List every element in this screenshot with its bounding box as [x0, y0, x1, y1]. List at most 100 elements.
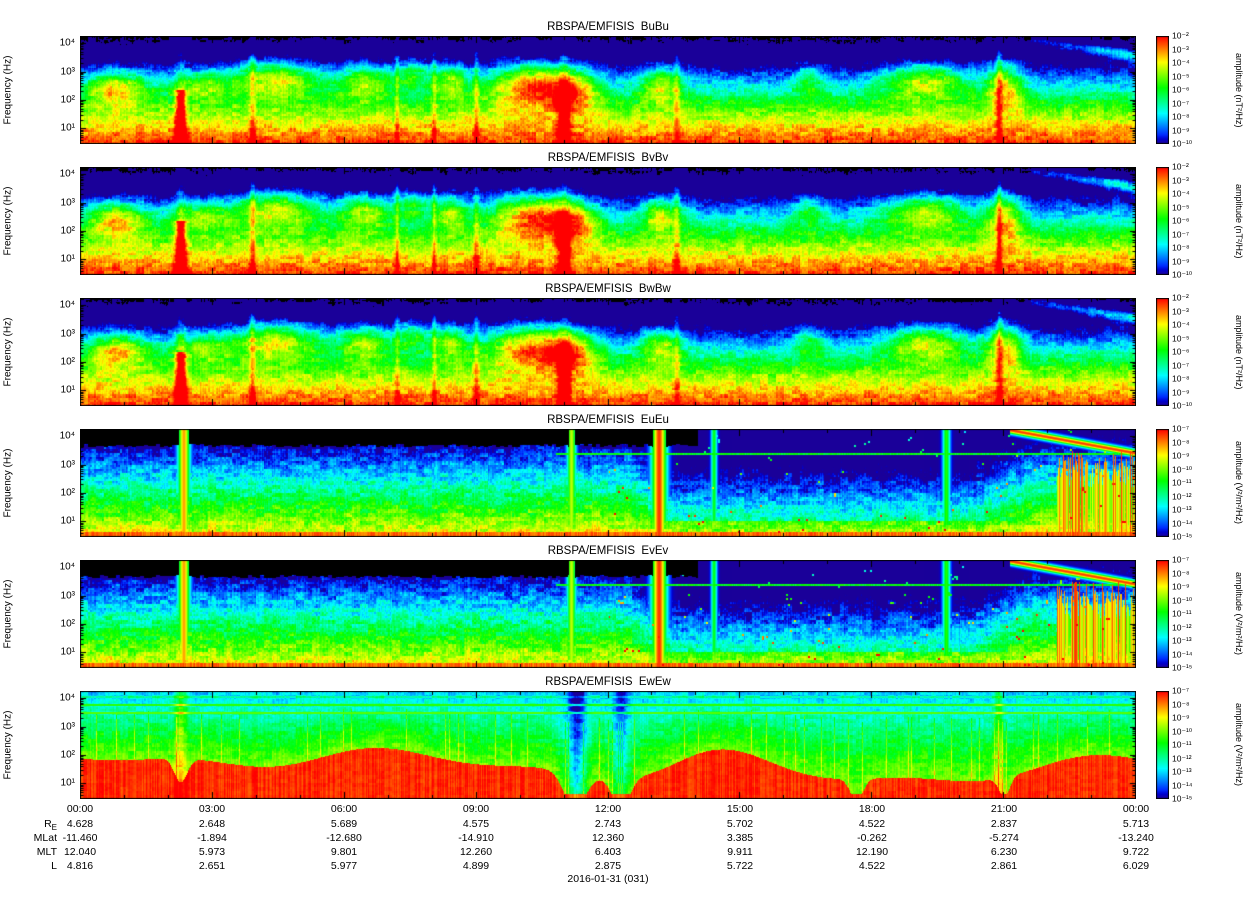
ephemeris-value: 5.702	[726, 818, 754, 830]
time-tick-label: 03:00	[198, 803, 226, 815]
colorbar-tick-label: 10⁻¹²	[1172, 753, 1192, 763]
colorbar-tick-label: 10⁻⁴	[1172, 57, 1190, 68]
colorbar-tick-labels: 10⁻⁷ 10⁻⁸ 10⁻⁹ 10⁻¹⁰ 10⁻¹¹ 10⁻¹² 10⁻¹³ 10⁻¹⁴ 10⁻…	[1171, 424, 1217, 542]
time-tick-label: 21:00	[990, 803, 1018, 815]
y-tick-label: 10²	[60, 94, 75, 106]
ephemeris-value: 2.875	[594, 860, 622, 872]
colorbar-tick-label: 10⁻⁶	[1172, 215, 1190, 226]
ephemeris-value: 5.713	[1122, 818, 1150, 830]
date-label: 2016-01-31 (031)	[567, 873, 649, 885]
ephemeris-value: 4.816	[66, 860, 94, 872]
time-axis: 00:00 03:00 06:00 09:00 12:00 15:00 18:00 21:00…	[67, 803, 1149, 816]
colorbar-tick-label: 10⁻⁷	[1172, 423, 1190, 434]
colorbar-tick-label: 10⁻¹⁰	[1172, 464, 1193, 474]
colorbar-gradient	[1156, 167, 1169, 275]
ephemeris-row: L 4.816 2.651 5.977 4.899 2.875 5.722 4.522 2.86…	[0, 860, 1248, 874]
y-tick-label: 10¹	[60, 122, 75, 134]
colorbar-label: amplitude (V²/m²/Hz)	[1234, 703, 1244, 787]
colorbar-tick-label: 10⁻⁷	[1172, 685, 1190, 696]
colorbar-tick-label: 10⁻¹²	[1172, 491, 1192, 501]
ephemeris-value: 2.648	[198, 818, 226, 830]
colorbar-tick-label: 10⁻⁸	[1172, 373, 1190, 384]
colorbar-gradient	[1156, 560, 1169, 668]
colorbar-tick-labels: 10⁻⁷ 10⁻⁸ 10⁻⁹ 10⁻¹⁰ 10⁻¹¹ 10⁻¹² 10⁻¹³ 10⁻¹⁴ 10⁻…	[1171, 555, 1217, 673]
colorbar-tick-label: 10⁻¹²	[1172, 622, 1192, 632]
y-tick-labels: 10⁴ 10³ 10² 10¹	[0, 560, 77, 668]
ephemeris-value: 12.360	[591, 832, 625, 844]
ephemeris-value: -11.460	[62, 832, 98, 844]
y-tick-label: 10³	[60, 66, 75, 78]
ephemeris-row: MLat -11.460 -1.894 -12.680 -14.910 12.360 3.3…	[0, 832, 1248, 846]
ephemeris-value: 5.977	[330, 860, 358, 872]
ephemeris-value: -13.240	[1118, 832, 1154, 844]
colorbar-tick-label: 10⁻⁷	[1172, 360, 1190, 370]
y-tick-label: 10⁴	[59, 561, 75, 573]
colorbar-tick-label: 10⁻¹⁴	[1172, 649, 1193, 659]
colorbar-tick-labels: 10⁻² 10⁻³ 10⁻⁴ 10⁻⁵ 10⁻⁶ 10⁻⁷ 10⁻⁸ 10⁻⁹ 10⁻¹⁰	[1171, 293, 1217, 411]
panel-title: RBSPA/EMFISIS BuBu	[547, 21, 669, 33]
panel-title: RBSPA/EMFISIS EuEu	[547, 414, 669, 426]
y-tick-labels: 10⁴ 10³ 10² 10¹	[0, 298, 77, 406]
colorbar-tick-label: 10⁻¹³	[1172, 766, 1192, 777]
ephemeris-value: 9.801	[330, 846, 358, 858]
colorbar-tick-label: 10⁻²	[1172, 30, 1189, 41]
colorbar-tick-label: 10⁻⁵	[1172, 333, 1190, 343]
y-tick-label: 10²	[60, 618, 75, 630]
colorbar-tick-label: 10⁻⁵	[1172, 202, 1190, 212]
colorbar-tick-label: 10⁻⁹	[1172, 387, 1190, 397]
ephemeris-value: 9.722	[1122, 846, 1150, 858]
ephemeris-value: 2.651	[198, 860, 226, 872]
ephemeris-value: 9.911	[727, 846, 753, 858]
colorbar-tick-label: 10⁻¹⁰	[1172, 400, 1193, 411]
colorbar-tick-label: 10⁻¹¹	[1172, 477, 1192, 488]
ephemeris-value: 5.973	[198, 846, 226, 858]
colorbar-tick-label: 10⁻²	[1172, 161, 1189, 172]
y-tick-label: 10³	[60, 197, 75, 209]
panel-title: RBSPA/EMFISIS EwEw	[545, 676, 671, 688]
ephemeris-value: 4.899	[462, 860, 490, 872]
ephemeris-row-label: MLT	[36, 846, 57, 858]
colorbar-tick-label: 10⁻¹⁰	[1172, 138, 1193, 149]
colorbar-gradient	[1156, 36, 1169, 144]
y-tick-label: 10³	[60, 328, 75, 340]
ephemeris-value: 5.722	[726, 860, 754, 872]
colorbar-tick-label: 10⁻¹⁵	[1172, 662, 1193, 673]
colorbar-tick-label: 10⁻¹³	[1172, 504, 1192, 515]
colorbar-tick-label: 10⁻⁸	[1172, 111, 1190, 122]
colorbar-tick-label: 10⁻⁹	[1172, 125, 1190, 135]
colorbar-tick-label: 10⁻³	[1172, 44, 1189, 54]
colorbar-tick-label: 10⁻⁸	[1172, 699, 1190, 709]
ephemeris-value: 12.040	[63, 846, 97, 858]
ephemeris-value: 4.575	[462, 818, 490, 830]
y-tick-label: 10³	[60, 459, 75, 471]
ephemeris-value: 4.522	[858, 860, 886, 872]
colorbar-tick-label: 10⁻¹³	[1172, 635, 1192, 646]
time-tick-label: 00:00	[66, 803, 94, 815]
y-tick-label: 10⁴	[59, 430, 75, 442]
colorbar-tick-label: 10⁻⁸	[1172, 568, 1190, 578]
colorbar-label: amplitude (nT²/Hz)	[1234, 314, 1244, 390]
ephemeris-value: 12.260	[459, 846, 493, 858]
colorbar-tick-label: 10⁻⁷	[1172, 98, 1190, 108]
colorbar-gradient	[1156, 691, 1169, 799]
colorbar-label: amplitude (V²/m²/Hz)	[1234, 441, 1244, 525]
panel-title: RBSPA/EMFISIS BwBw	[545, 283, 671, 295]
y-tick-labels: 10⁴ 10³ 10² 10¹	[0, 691, 77, 799]
colorbar-tick-label: 10⁻¹⁴	[1172, 780, 1193, 790]
ephemeris-value: 5.689	[330, 818, 358, 830]
spectrogram-panel-evev: RBSPA/EMFISIS EvEv Frequency (Hz) 10⁴ 10³…	[0, 544, 1248, 675]
ephemeris-value: -0.262	[857, 832, 887, 844]
ephemeris-value: 2.743	[594, 818, 622, 830]
spectrogram-panel-eueu: RBSPA/EMFISIS EuEu Frequency (Hz) 10⁴ 10³…	[0, 413, 1248, 544]
time-tick-label: 15:00	[726, 803, 754, 815]
colorbar-tick-label: 10⁻¹⁵	[1172, 793, 1193, 804]
colorbar-tick-label: 10⁻¹¹	[1172, 739, 1192, 750]
y-tick-label: 10¹	[60, 253, 75, 265]
colorbar-label: amplitude (nT²/Hz)	[1234, 52, 1244, 128]
colorbar-tick-label: 10⁻⁷	[1172, 229, 1190, 239]
spectrogram-panel-bvbv: RBSPA/EMFISIS BvBv Frequency (Hz) 10⁴ 10³…	[0, 151, 1248, 282]
y-tick-labels: 10⁴ 10³ 10² 10¹	[0, 167, 77, 275]
ephemeris-value: 12.190	[855, 846, 889, 858]
y-tick-label: 10¹	[60, 646, 75, 658]
